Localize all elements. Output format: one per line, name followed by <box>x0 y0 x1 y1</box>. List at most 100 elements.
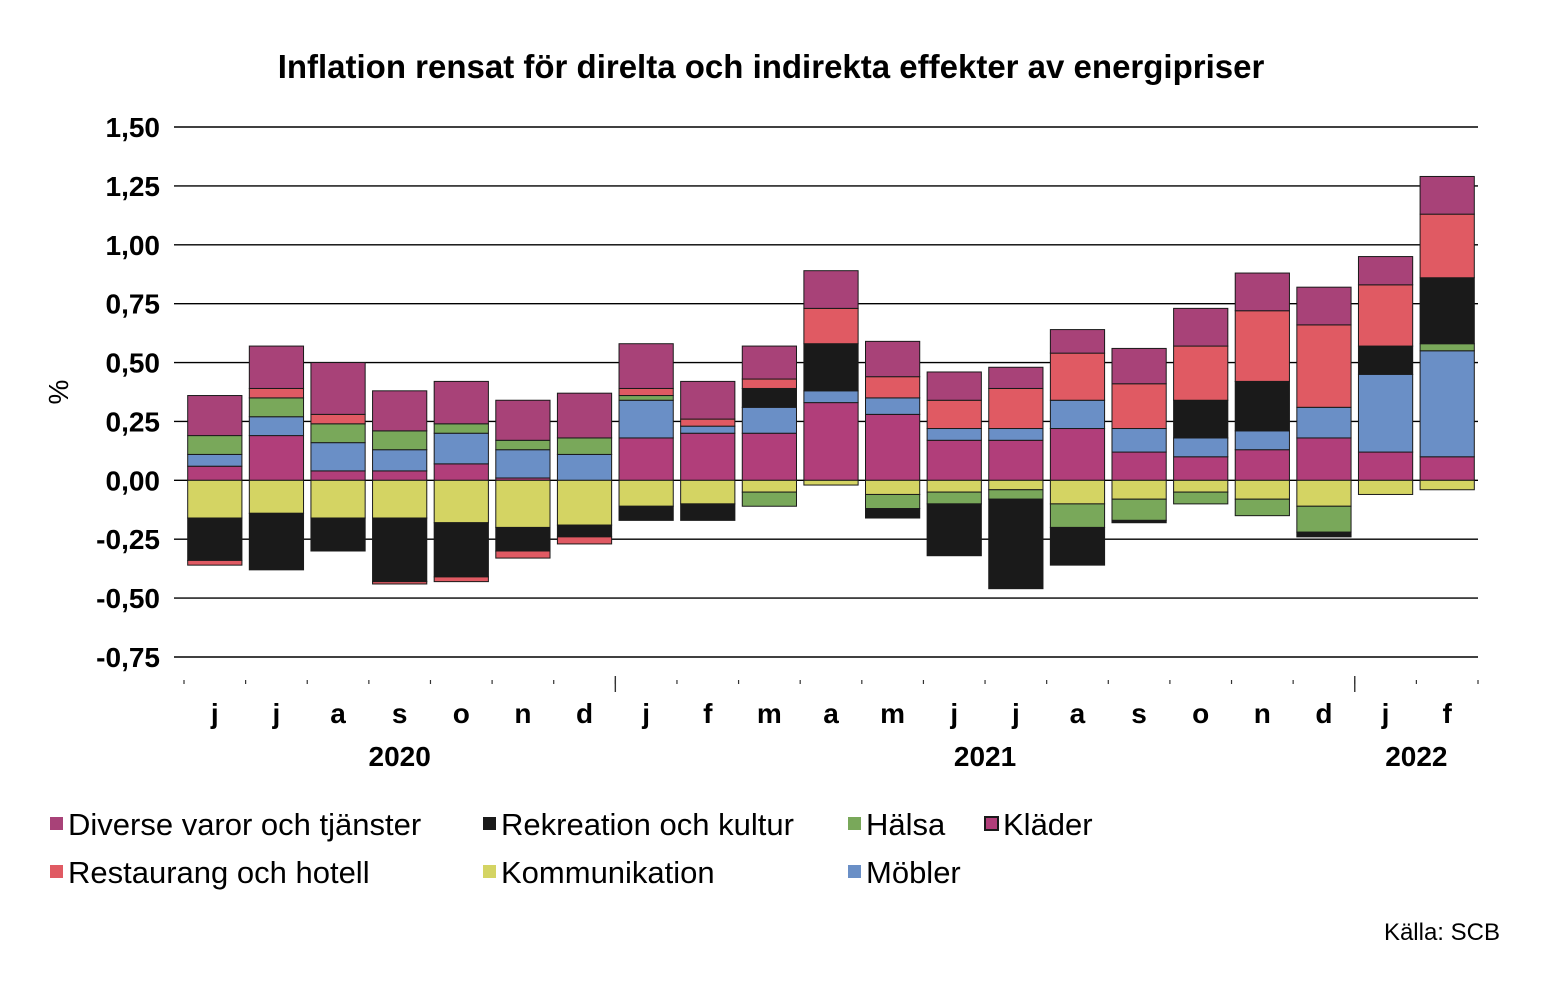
legend: Diverse varor och tjänster Rekreation och… <box>50 807 1093 890</box>
legend-label: Diverse varor och tjänster <box>68 807 421 842</box>
bar-segment <box>741 491 797 507</box>
bar-segment <box>248 416 305 437</box>
bar-segment <box>1357 345 1414 375</box>
bar-segment <box>988 428 1044 441</box>
bar-segment <box>433 576 489 583</box>
bar-segment <box>926 491 982 505</box>
bars <box>187 175 1475 590</box>
x-tick-label: m <box>757 698 782 729</box>
legend-swatch <box>50 817 63 830</box>
bar-segment <box>495 550 551 559</box>
bar-segment <box>433 463 489 481</box>
x-tick-label: j <box>272 698 281 729</box>
bar-segment <box>803 402 859 481</box>
bar-segment <box>433 432 489 465</box>
bar-segment <box>988 366 1044 389</box>
bar-segment <box>741 432 797 481</box>
bar-segment <box>1049 329 1106 354</box>
legend-label: Hälsa <box>866 807 946 842</box>
y-tick-label: 1,25 <box>106 171 161 202</box>
bar-segment <box>310 517 366 552</box>
legend-label: Rekreation och kultur <box>501 807 794 842</box>
bar-segment <box>1049 428 1106 481</box>
bar-segment <box>988 439 1044 481</box>
bar-segment <box>1357 451 1414 481</box>
bar-segment <box>556 392 613 439</box>
bar-segment <box>926 439 982 481</box>
bar-segment <box>803 479 859 486</box>
bar-segment <box>372 470 428 481</box>
bar-segment <box>1234 380 1290 432</box>
bar-segment <box>988 387 1044 430</box>
bar-segment <box>1296 324 1352 408</box>
bar-segment <box>248 397 305 418</box>
x-tick-label: s <box>392 698 408 729</box>
bar-segment <box>1296 505 1352 533</box>
x-year-label: 2021 <box>954 741 1016 772</box>
bar-segment <box>926 399 982 430</box>
bar-segment <box>310 413 366 425</box>
bar-segment <box>1173 479 1229 493</box>
x-tick-label: f <box>703 698 713 729</box>
bar-segment <box>926 503 982 557</box>
bar-segment <box>310 470 366 481</box>
bar-segment <box>680 479 736 505</box>
bar-segment <box>1357 256 1414 286</box>
bar-segment <box>865 340 921 378</box>
bar-segment <box>1296 406 1352 439</box>
bar-segment <box>1419 213 1475 279</box>
bar-segment <box>1419 479 1475 491</box>
bar-segment <box>495 479 551 528</box>
bar-segment <box>1296 531 1352 538</box>
bar-segment <box>1173 345 1229 401</box>
bar-segment <box>1419 175 1475 215</box>
bar-segment <box>1357 284 1414 347</box>
y-tick-label: 0,25 <box>106 406 161 437</box>
bar-segment <box>1296 479 1352 507</box>
legend-swatch <box>50 865 63 878</box>
bar-segment <box>1357 479 1414 495</box>
bar-segment <box>1234 479 1290 500</box>
bar-segment <box>865 376 921 399</box>
bar-segment <box>556 437 613 455</box>
bar-segment <box>495 439 551 451</box>
bar-segment <box>1173 437 1229 458</box>
x-tick-label: j <box>210 698 219 729</box>
x-tick-label: o <box>1192 698 1209 729</box>
bar-segment <box>1111 479 1167 500</box>
x-tick-label: m <box>880 698 905 729</box>
bar-segment <box>372 449 428 472</box>
bar-segment <box>433 380 489 425</box>
bar-segment <box>187 395 243 437</box>
bar-segment <box>1111 428 1167 453</box>
x-tick-label: o <box>453 698 470 729</box>
legend-label: Möbler <box>866 855 961 890</box>
chart-title: Inflation rensat för direlta och indirek… <box>278 48 1265 85</box>
bar-segment <box>680 503 736 521</box>
y-tick-label: -0,25 <box>96 524 160 555</box>
legend-swatch <box>984 816 999 831</box>
bar-segment <box>741 406 797 434</box>
bar-segment <box>865 479 921 495</box>
bar-segment <box>926 428 982 441</box>
y-tick-label: 1,50 <box>106 112 161 143</box>
bar-segment <box>865 397 921 415</box>
bar-segment <box>310 362 366 415</box>
bar-segment <box>803 390 859 404</box>
bar-segment <box>310 479 366 519</box>
bar-segment <box>433 423 489 434</box>
bar-segment <box>372 479 428 519</box>
bar-segment <box>988 498 1044 590</box>
bar-segment <box>248 479 305 514</box>
bar-segment <box>1234 272 1290 312</box>
bar-segment <box>618 343 674 389</box>
bar-segment <box>618 437 674 481</box>
source-note: Källa: SCB <box>1384 919 1500 946</box>
y-tick-label: 0,50 <box>106 348 161 379</box>
y-tick-label: 1,00 <box>106 230 161 261</box>
bar-segment <box>988 479 1044 491</box>
bar-segment <box>1049 526 1106 566</box>
bar-segment <box>187 559 243 566</box>
x-tick-label: j <box>949 698 958 729</box>
